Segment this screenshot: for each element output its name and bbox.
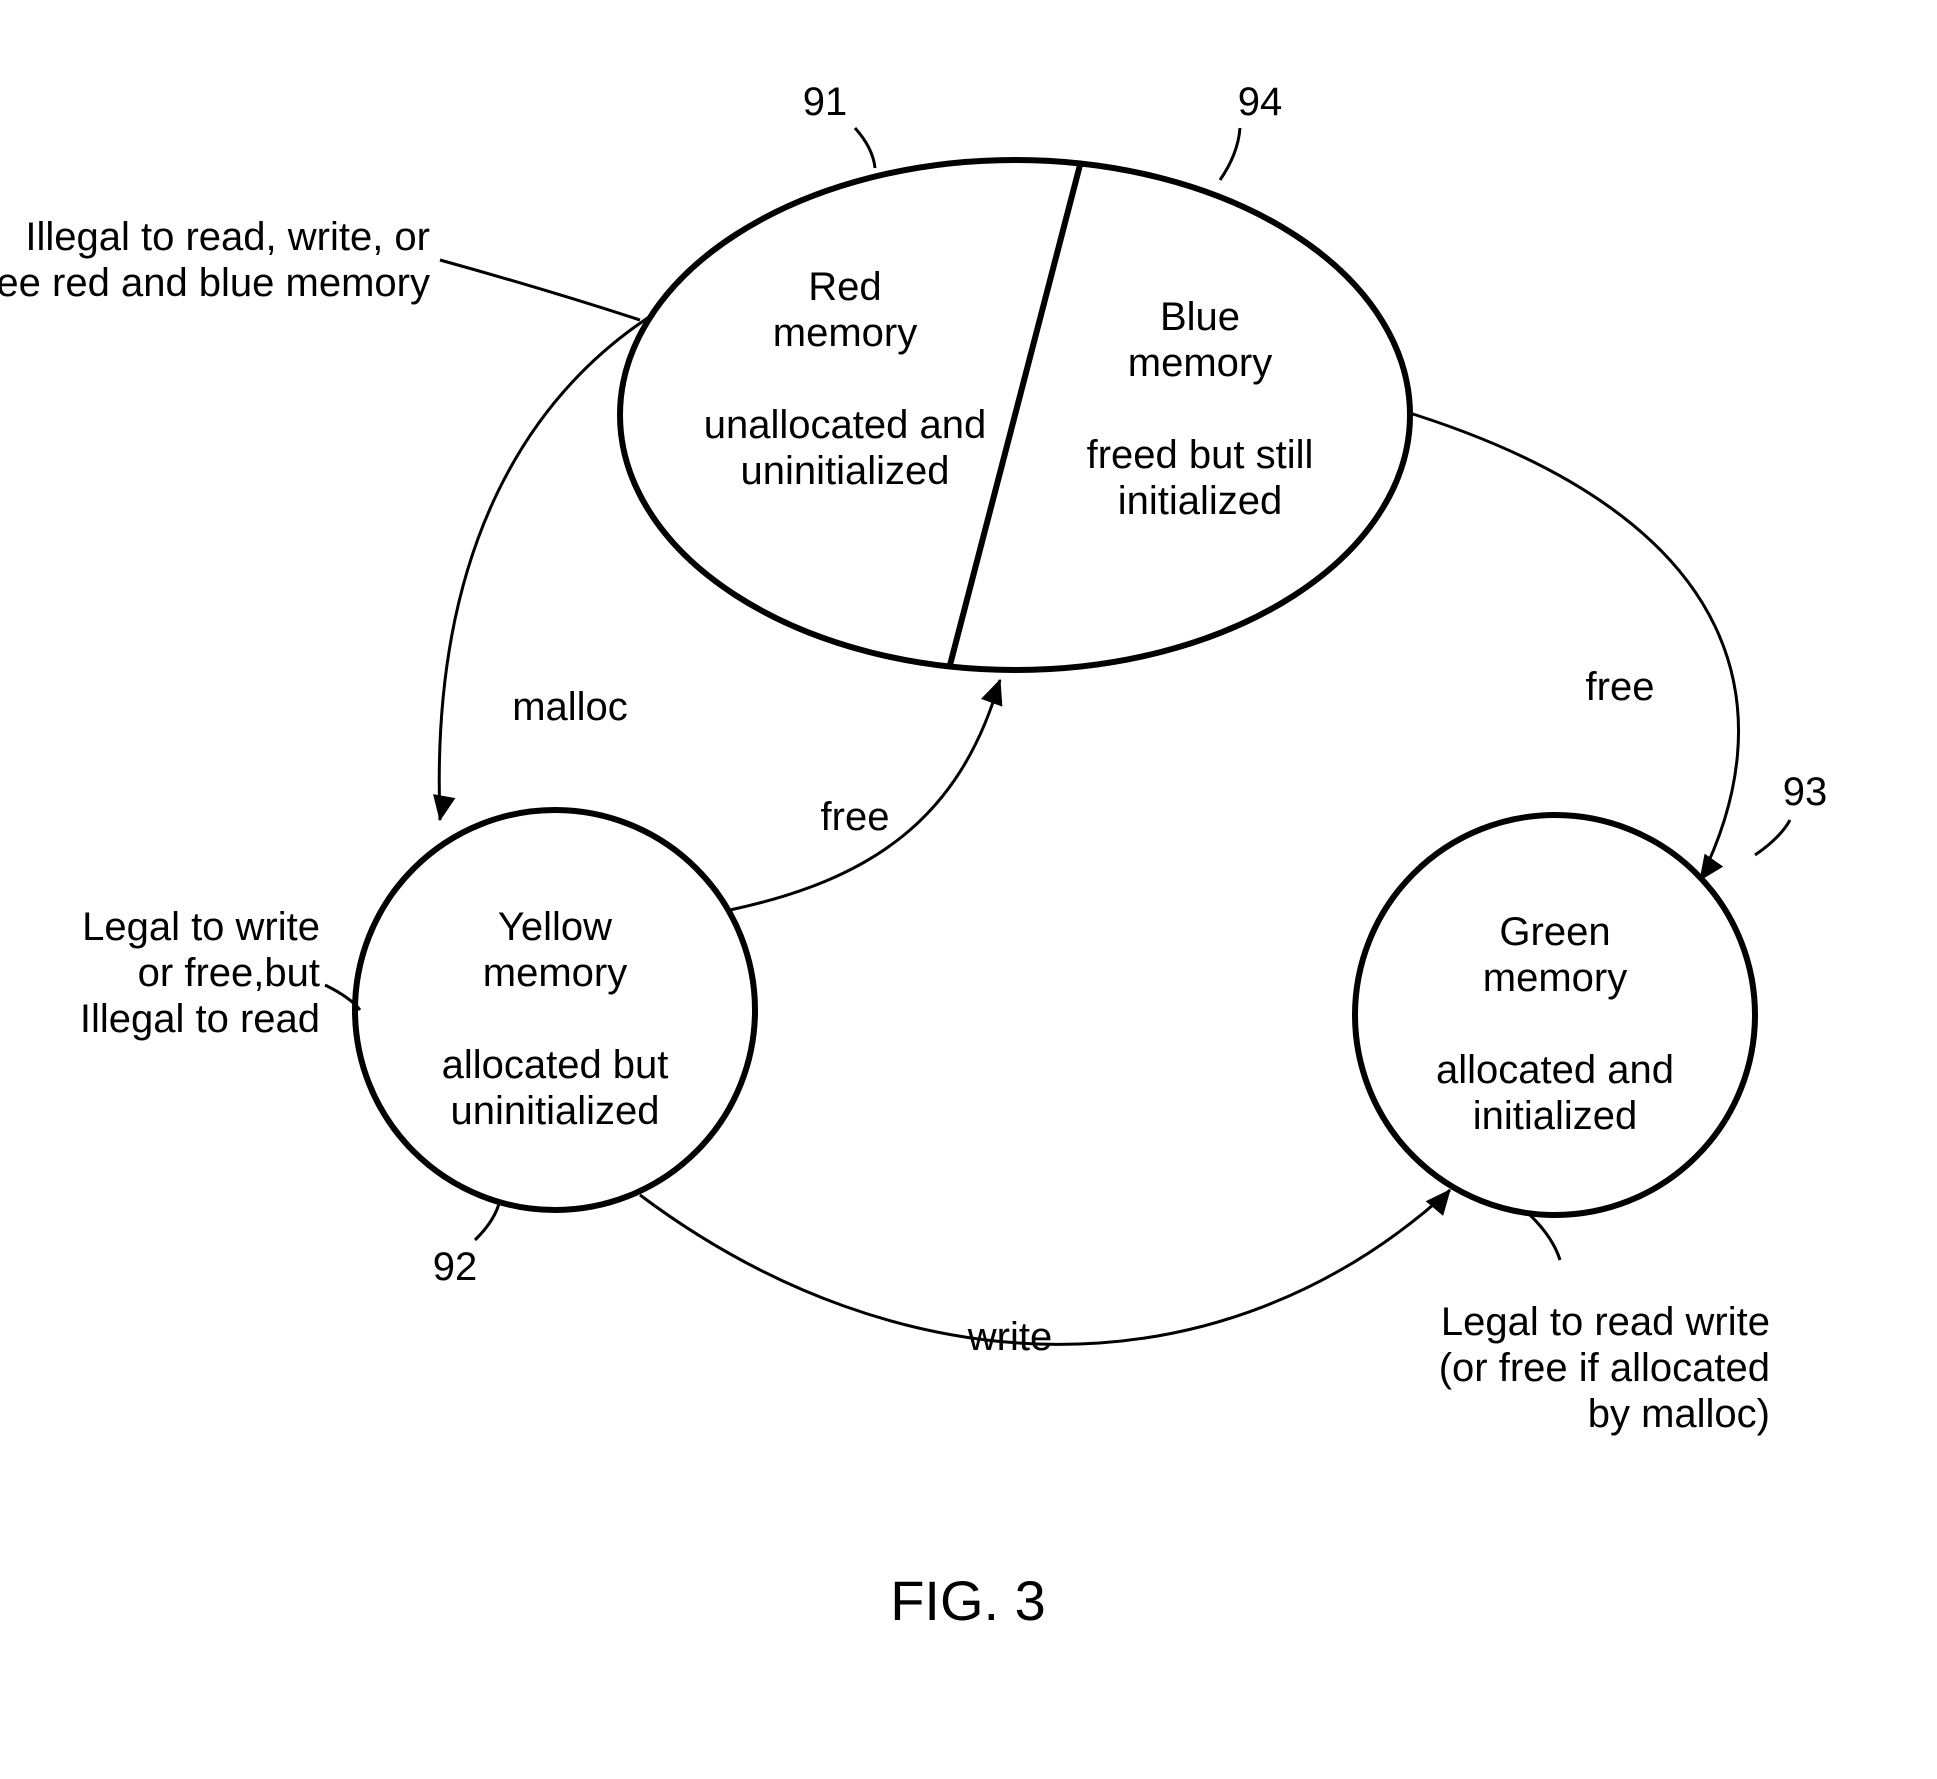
- red-memory-label: memory: [773, 311, 917, 355]
- yellow-memory-label: memory: [483, 951, 627, 995]
- edge-free_green: [1400, 410, 1739, 880]
- annotation-green: (or free if allocated: [1439, 1346, 1770, 1390]
- ref-tick: [1530, 1215, 1560, 1260]
- green-memory-label: allocated and: [1436, 1048, 1674, 1092]
- edge-label-write: write: [967, 1315, 1052, 1359]
- red-memory-label: unallocated and: [704, 403, 986, 447]
- ref-93: 93: [1783, 770, 1828, 814]
- annotation-yellow: Illegal to read: [80, 997, 320, 1041]
- arrowhead: [1700, 854, 1722, 880]
- edge-label-malloc: malloc: [512, 685, 628, 729]
- annotation-yellow: Legal to write: [82, 905, 320, 949]
- ref-tick: [1755, 820, 1790, 855]
- annotation-green: by malloc): [1588, 1392, 1770, 1436]
- ref-92: 92: [433, 1245, 478, 1289]
- green-memory-label: memory: [1483, 956, 1627, 1000]
- blue-memory-label: freed but still: [1087, 433, 1314, 477]
- annotation-yellow: or free,but: [138, 951, 320, 995]
- edge-label-free_green: free: [1586, 665, 1655, 709]
- annotation-green: Legal to read write: [1441, 1300, 1770, 1344]
- ref-94: 94: [1238, 80, 1283, 124]
- ref-tick: [440, 260, 640, 320]
- green-memory-label: Green: [1499, 910, 1610, 954]
- red-memory-label: Red: [808, 265, 881, 309]
- arrowhead: [982, 680, 1002, 706]
- ref-tick: [475, 1200, 500, 1240]
- arrowhead: [434, 795, 455, 820]
- annotation-top: Illegal to read, write, or: [25, 215, 430, 259]
- figure-caption: FIG. 3: [890, 1569, 1046, 1632]
- yellow-memory-label: allocated but: [442, 1043, 669, 1087]
- blue-memory-label: memory: [1128, 341, 1272, 385]
- annotation-top: free red and blue memory: [0, 261, 430, 305]
- node-yellow: [355, 810, 755, 1210]
- yellow-memory-label: Yellow: [498, 905, 612, 949]
- arrowhead: [1427, 1190, 1450, 1215]
- ref-tick: [855, 128, 875, 168]
- yellow-memory-label: uninitialized: [450, 1089, 659, 1133]
- green-memory-label: initialized: [1473, 1094, 1638, 1138]
- edge-label-free_yellow: free: [821, 795, 890, 839]
- ref-91: 91: [803, 80, 848, 124]
- blue-memory-label: initialized: [1118, 479, 1283, 523]
- red-memory-label: uninitialized: [740, 449, 949, 493]
- ref-tick: [1220, 128, 1240, 180]
- node-green: [1355, 815, 1755, 1215]
- blue-memory-label: Blue: [1160, 295, 1240, 339]
